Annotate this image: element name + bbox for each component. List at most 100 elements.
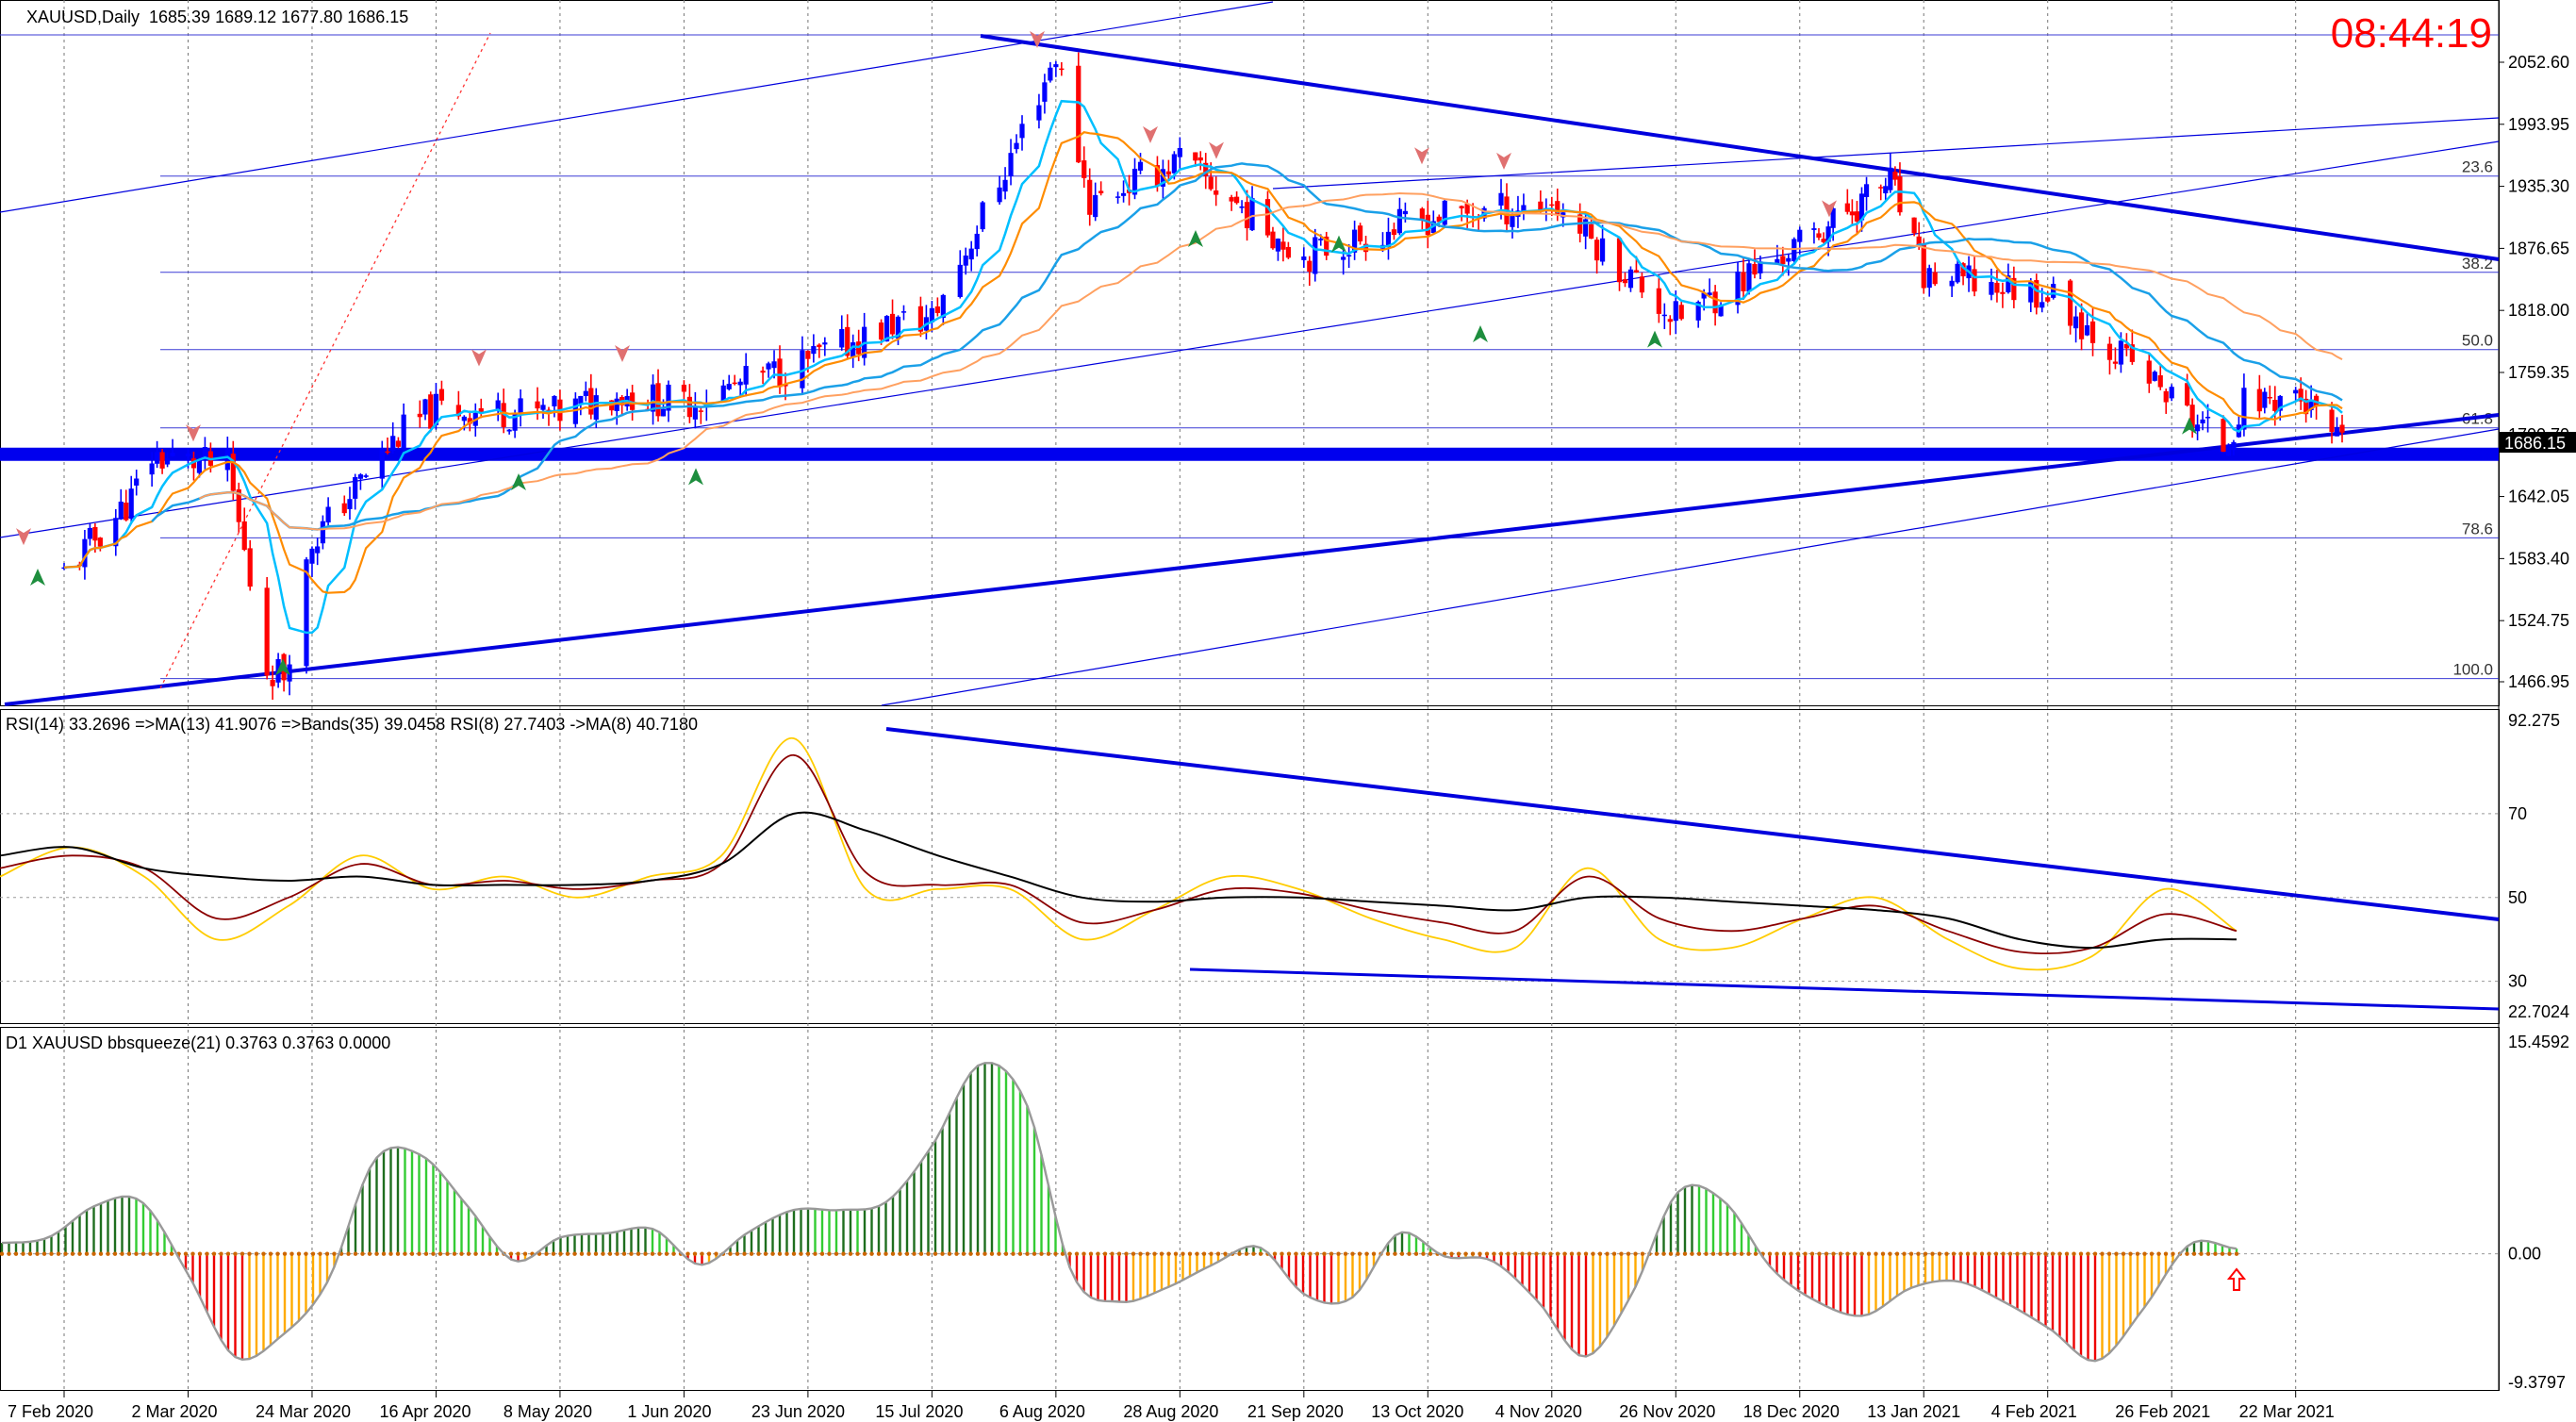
candle-body — [1002, 179, 1008, 192]
squeeze-dot — [1308, 1251, 1313, 1256]
candle-body — [805, 351, 811, 359]
squeeze-dot — [1492, 1251, 1496, 1256]
upper-channel-thin — [1272, 117, 2500, 190]
candle-body — [1926, 268, 1932, 289]
squeeze-dot — [1385, 1251, 1391, 1256]
candle-body — [124, 503, 129, 521]
squeeze-dot — [140, 1251, 146, 1256]
candle — [2078, 303, 2085, 351]
squeeze-dot — [2199, 1251, 2204, 1256]
squeeze-dot — [1880, 1251, 1886, 1256]
squeeze-dot — [1032, 1251, 1037, 1256]
rsi-series-line — [0, 737, 2237, 971]
squeeze-dot — [1124, 1251, 1129, 1256]
candle — [1816, 227, 1822, 240]
candle-body — [385, 451, 390, 454]
squeeze-dot — [205, 1251, 209, 1256]
candle-body — [1464, 203, 1470, 214]
candle — [1120, 180, 1127, 203]
sell-arrow-icon — [1030, 30, 1045, 48]
candle — [540, 398, 546, 419]
rsi-axis-label: 30 — [2508, 972, 2527, 991]
candle — [2185, 373, 2190, 407]
candle — [341, 495, 347, 517]
squeeze-dot — [1393, 1251, 1397, 1256]
candle — [395, 437, 402, 449]
candle — [82, 529, 88, 580]
candle-body — [1892, 172, 1898, 180]
candle-body — [1419, 208, 1425, 220]
squeeze-dot — [1527, 1251, 1532, 1256]
candle — [800, 336, 805, 395]
squeeze-dot — [912, 1251, 916, 1256]
candle-body — [1994, 282, 2000, 293]
candle — [1002, 167, 1008, 200]
candle — [128, 475, 134, 524]
candle-body — [1208, 176, 1214, 190]
squeeze-dot — [41, 1251, 47, 1256]
candle — [1275, 238, 1281, 261]
squeeze-dot — [1958, 1251, 1963, 1256]
candle — [1883, 177, 1889, 203]
squeeze-dot — [1569, 1251, 1575, 1256]
squeeze-dot — [1082, 1251, 1086, 1256]
squeeze-dot — [1520, 1251, 1525, 1256]
candle — [2146, 354, 2152, 393]
squeeze-dot — [629, 1251, 634, 1256]
candle — [1307, 256, 1313, 287]
candle — [467, 410, 472, 432]
squeeze-dot — [1215, 1251, 1221, 1256]
candle-body — [1280, 241, 1286, 250]
candle — [1385, 217, 1392, 260]
buy-arrow-icon — [275, 658, 290, 676]
squeeze-dot — [1803, 1251, 1808, 1256]
squeeze-dot — [1350, 1251, 1355, 1256]
trend-channels[interactable] — [0, 1, 2500, 1011]
candle-body — [1972, 269, 1977, 292]
candle — [379, 440, 385, 490]
candle — [2073, 306, 2079, 343]
candle — [2106, 337, 2113, 375]
time-label: 23 Jun 2020 — [751, 1402, 845, 1421]
candle-body — [1285, 246, 1291, 258]
squeeze-dot — [1591, 1251, 1595, 1256]
squeeze-dot — [1548, 1251, 1553, 1256]
squeeze-dot — [1704, 1251, 1709, 1256]
candle — [1955, 259, 1960, 284]
squeeze-dot — [1965, 1251, 1971, 1256]
candle-body — [1911, 217, 1917, 234]
price-label: 1583.40 — [2508, 549, 2569, 568]
signal-arrows — [16, 30, 2197, 676]
squeeze-dot — [1294, 1251, 1298, 1256]
squeeze-dot — [1930, 1251, 1935, 1256]
candle-body — [1780, 256, 1786, 265]
candle — [1019, 115, 1025, 151]
candle — [822, 337, 828, 356]
candle — [1098, 181, 1104, 196]
candle-body — [185, 454, 191, 456]
candle-body — [692, 405, 698, 420]
squeeze-dot — [1795, 1251, 1801, 1256]
buy-arrow-icon — [30, 569, 45, 587]
candle — [1229, 194, 1234, 211]
candle-body — [2277, 395, 2283, 411]
buy-arrow-icon — [688, 468, 703, 486]
candle — [737, 378, 743, 398]
candle-body — [2112, 361, 2119, 364]
candle — [940, 293, 946, 325]
squeeze-dot — [7, 1251, 11, 1256]
candle-body — [2129, 344, 2135, 362]
squeeze-dot — [1732, 1251, 1737, 1256]
price-label: 2052.60 — [2508, 53, 2569, 72]
candle — [1622, 272, 1628, 288]
squeeze-dot — [1640, 1251, 1645, 1256]
candle-body — [1008, 153, 1014, 176]
candle-body — [1656, 288, 1661, 314]
fibo-label: 78.6 — [2462, 520, 2493, 537]
candle — [2084, 312, 2090, 337]
candle — [1160, 159, 1166, 200]
squeeze-dot — [126, 1251, 132, 1256]
candle-body — [155, 452, 160, 464]
candle — [698, 405, 703, 424]
candle-body — [128, 488, 134, 520]
